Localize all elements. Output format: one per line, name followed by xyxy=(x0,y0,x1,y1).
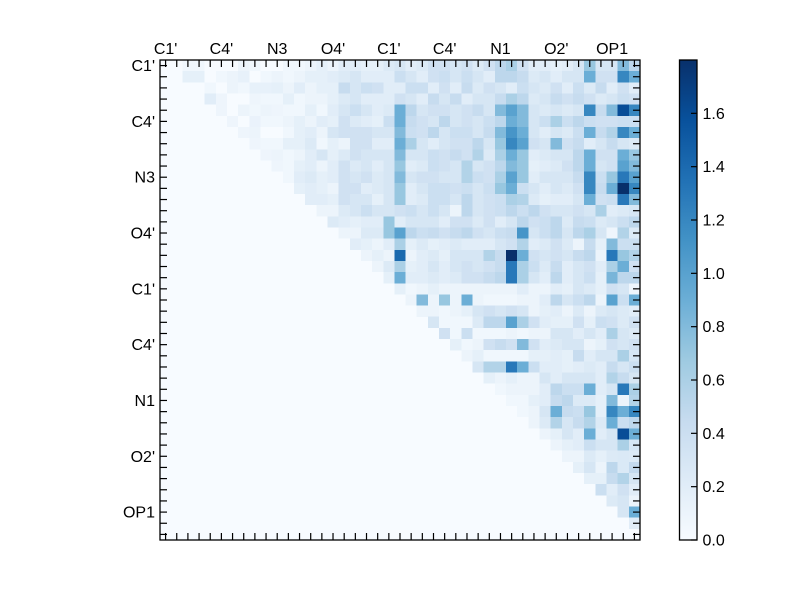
svg-text:0.4: 0.4 xyxy=(703,426,725,443)
svg-text:1.2: 1.2 xyxy=(703,213,725,230)
svg-text:O2': O2' xyxy=(131,449,155,466)
svg-text:O4': O4' xyxy=(321,41,345,58)
svg-text:C4': C4' xyxy=(131,114,155,131)
svg-text:C4': C4' xyxy=(433,41,457,58)
svg-text:0.8: 0.8 xyxy=(703,319,725,336)
svg-text:C1': C1' xyxy=(377,41,401,58)
svg-text:C1': C1' xyxy=(131,281,155,298)
svg-text:O2': O2' xyxy=(544,41,568,58)
svg-text:1.4: 1.4 xyxy=(703,159,725,176)
svg-text:N1: N1 xyxy=(135,393,156,410)
svg-text:C1': C1' xyxy=(154,41,178,58)
svg-text:C4': C4' xyxy=(131,337,155,354)
svg-text:0.0: 0.0 xyxy=(703,533,725,550)
svg-text:C1': C1' xyxy=(131,58,155,75)
svg-text:N3: N3 xyxy=(135,170,156,187)
svg-text:0.6: 0.6 xyxy=(703,373,725,390)
svg-text:1.0: 1.0 xyxy=(703,266,725,283)
svg-text:C4': C4' xyxy=(210,41,234,58)
svg-text:OP1: OP1 xyxy=(596,41,628,58)
svg-text:1.6: 1.6 xyxy=(703,106,725,123)
svg-text:O4': O4' xyxy=(131,226,155,243)
svg-text:N3: N3 xyxy=(267,41,288,58)
svg-text:OP1: OP1 xyxy=(123,505,155,522)
svg-text:0.2: 0.2 xyxy=(703,479,725,496)
svg-text:N1: N1 xyxy=(490,41,511,58)
